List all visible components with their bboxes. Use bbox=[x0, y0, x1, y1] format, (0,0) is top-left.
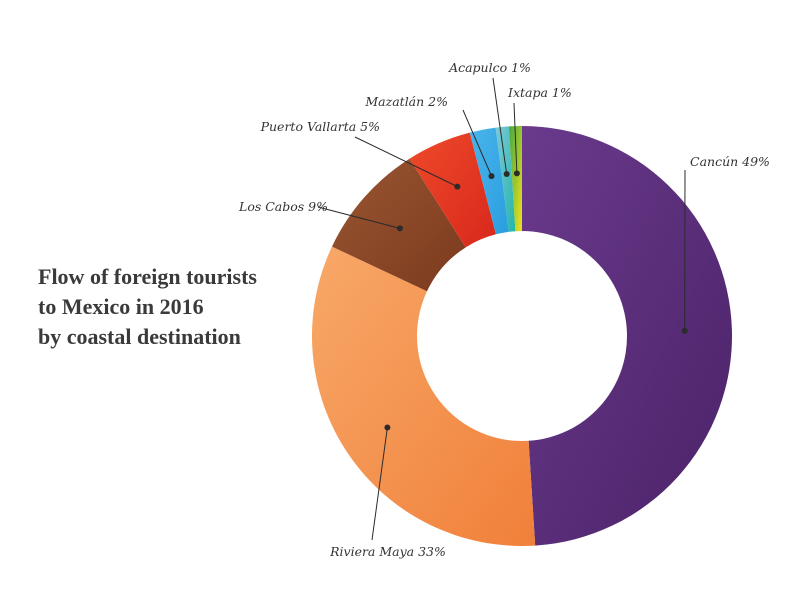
slice-los-cabos bbox=[331, 158, 466, 292]
leader-dot bbox=[454, 183, 461, 190]
chart-title-line-2: to Mexico in 2016 bbox=[38, 294, 204, 319]
slice-label: Puerto Vallarta 5% bbox=[260, 119, 380, 134]
slice-label: Riviera Maya 33% bbox=[329, 544, 446, 559]
leader-line bbox=[462, 109, 492, 177]
slice-label: Cancún 49% bbox=[690, 154, 770, 169]
slice-riviera-maya bbox=[311, 246, 536, 547]
leader-line bbox=[371, 427, 388, 541]
leader-line bbox=[513, 102, 518, 174]
slice-label: Acapulco 1% bbox=[448, 60, 531, 75]
leader-line bbox=[317, 206, 401, 229]
slice-ixtapa bbox=[508, 126, 522, 232]
leader-dot bbox=[681, 327, 688, 334]
slice-puerto-vallarta bbox=[409, 132, 496, 248]
leader-dot bbox=[384, 424, 391, 431]
leader-dot bbox=[488, 173, 495, 180]
leader-dot bbox=[513, 170, 520, 177]
leader-line bbox=[492, 77, 508, 175]
leader-line bbox=[354, 136, 458, 188]
slice-canc-n bbox=[522, 126, 733, 546]
leader-dot bbox=[503, 170, 510, 177]
slice-acapulco bbox=[495, 126, 516, 232]
slice-label: Ixtapa 1% bbox=[507, 85, 572, 100]
chart-title-line-3: by coastal destination bbox=[38, 324, 241, 349]
chart-title: Flow of foreign tourists to Mexico in 20… bbox=[38, 262, 318, 352]
slice-label: Mazatlán 2% bbox=[364, 94, 448, 109]
slice-label: Los Cabos 9% bbox=[238, 199, 328, 214]
leader-dot bbox=[396, 225, 403, 232]
chart-title-line-1: Flow of foreign tourists bbox=[38, 264, 257, 289]
slice-mazatl-n bbox=[469, 127, 509, 235]
